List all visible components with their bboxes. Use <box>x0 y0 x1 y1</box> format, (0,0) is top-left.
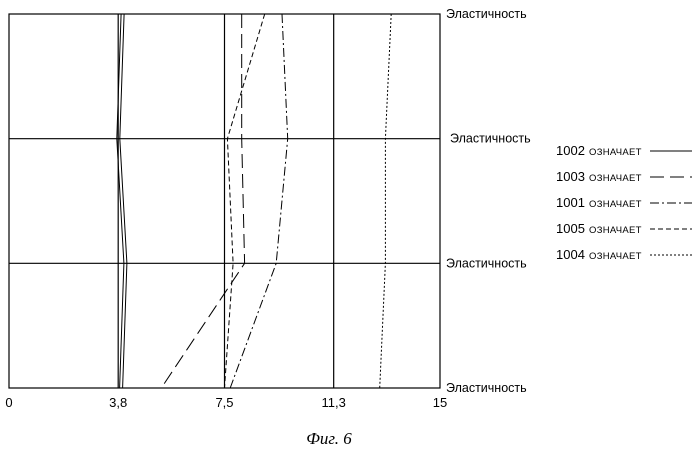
legend-entry-1005: 1005 ОЗНАЧАЕТ <box>556 221 692 236</box>
legend-entry-1004: 1004 ОЗНАЧАЕТ <box>556 247 692 262</box>
series-line-1002-second-edge <box>120 14 127 388</box>
legend-number: 1002 <box>556 143 585 158</box>
legend-text: ОЗНАЧАЕТ <box>589 147 642 158</box>
legend: 1002ОЗНАЧАЕТ1003ОЗНАЧАЕТ1001ОЗНАЧАЕТ1005… <box>556 143 692 262</box>
row-labels: Эластичность Эластичность Эластичность Элас… <box>446 7 531 395</box>
x-tick-label: 7,5 <box>215 395 233 410</box>
series-line-1005 <box>225 14 265 388</box>
legend-text: ОЗНАЧАЕТ <box>589 173 642 184</box>
x-axis-ticks: 0 3,8 7,5 11,3 15 <box>5 395 447 410</box>
legend-entry-1003: 1003 ОЗНАЧАЕТ <box>556 169 692 184</box>
chart-series <box>117 14 391 388</box>
row-label: Эластичность <box>446 381 527 395</box>
row-label: Эластичность <box>446 7 527 21</box>
x-tick-label: 11,3 <box>322 395 346 410</box>
x-tick-label: 0 <box>5 395 12 410</box>
chart-grid <box>9 14 440 388</box>
series-line-1001 <box>230 14 288 388</box>
series-line-1003 <box>161 14 244 388</box>
legend-number: 1004 <box>556 247 585 262</box>
legend-entry-1002: 1002 ОЗНАЧАЕТ <box>556 143 692 158</box>
legend-text: ОЗНАЧАЕТ <box>589 225 642 236</box>
legend-number: 1001 <box>556 195 585 210</box>
row-label: Эластичность <box>450 132 531 146</box>
x-tick-label: 15 <box>433 395 447 410</box>
legend-number: 1003 <box>556 169 585 184</box>
legend-entry-1001: 1001 ОЗНАЧАЕТ <box>556 195 692 210</box>
legend-number: 1005 <box>556 221 585 236</box>
legend-text: ОЗНАЧАЕТ <box>589 251 642 262</box>
x-tick-label: 3,8 <box>109 395 127 410</box>
series-line-1004 <box>380 14 392 388</box>
legend-text: ОЗНАЧАЕТ <box>589 199 642 210</box>
figure-caption: Фиг. 6 <box>306 429 352 448</box>
row-label: Эластичность <box>446 256 527 270</box>
